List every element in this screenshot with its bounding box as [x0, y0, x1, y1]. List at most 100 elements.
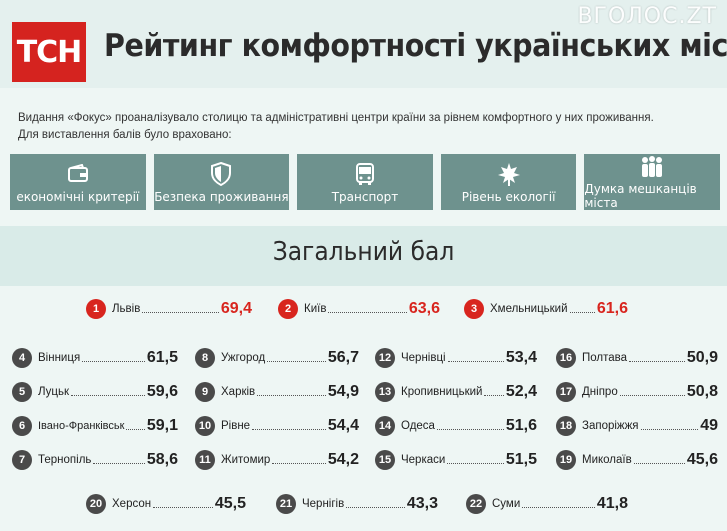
city-name: Черкаси — [401, 454, 446, 466]
city-score: 61,6 — [596, 300, 628, 317]
city-name: Миколаїв — [582, 454, 632, 466]
criterion-ecology: Рівень екології — [440, 154, 577, 210]
city-name: Запоріжжя — [582, 420, 639, 432]
city-name: Чернігів — [302, 498, 345, 510]
ranking-entry: 3 Хмельницький 61,6 — [464, 297, 628, 321]
city-score: 50,8 — [686, 383, 718, 400]
city-score: 59,1 — [146, 417, 178, 434]
rank-badge: 11 — [195, 450, 215, 470]
city-name: Суми — [492, 498, 521, 510]
city-name: Дніпро — [582, 386, 618, 398]
criterion-safety: Безпека проживання — [153, 154, 290, 210]
section-title: Загальний бал — [272, 237, 455, 267]
city-name: Луцьк — [38, 386, 70, 398]
ranking-entry: 9 Харків 54,9 — [195, 380, 359, 404]
rank-badge: 13 — [375, 382, 395, 402]
city-name: Івано-Франківськ — [38, 420, 125, 432]
city-score: 63,6 — [408, 300, 440, 317]
city-score: 52,4 — [505, 383, 537, 400]
ranking-entry: 7 Тернопіль 58,6 — [12, 448, 178, 472]
ranking-entry: 6 Івано-Франківськ 59,1 — [12, 414, 178, 438]
leaf-icon — [496, 161, 522, 187]
criterion-label: Рівень екології — [461, 189, 556, 204]
criterion-label: економічні критерії — [16, 189, 140, 204]
city-score: 59,6 — [146, 383, 178, 400]
city-name: Херсон — [112, 498, 152, 510]
city-name: Вінниця — [38, 352, 81, 364]
wallet-icon — [65, 161, 91, 187]
ranking-entry: 14 Одеса 51,6 — [375, 414, 537, 438]
intro-line-1: Видання «Фокус» проаналізувало столицю т… — [18, 112, 654, 124]
rank-badge: 1 — [86, 299, 106, 319]
city-name: Хмельницький — [490, 303, 568, 315]
city-name: Житомир — [221, 454, 271, 466]
criterion-transport: Транспорт — [297, 154, 433, 210]
tsn-logo: ТСН — [12, 22, 86, 82]
city-score: 51,5 — [505, 451, 537, 468]
ranking-entry: 2 Київ 63,6 — [278, 297, 440, 321]
city-name: Львів — [112, 303, 141, 315]
rank-badge: 19 — [556, 450, 576, 470]
shield-icon — [208, 161, 234, 187]
city-score: 51,6 — [505, 417, 537, 434]
city-score: 49 — [700, 417, 718, 434]
rank-badge: 8 — [195, 348, 215, 368]
criterion-label: Думка мешканців міста — [584, 182, 697, 210]
criterion-opinion: Думка мешканців міста — [584, 154, 720, 210]
city-score: 45,6 — [686, 451, 718, 468]
people-icon — [639, 154, 665, 179]
rank-badge: 15 — [375, 450, 395, 470]
rank-badge: 9 — [195, 382, 215, 402]
city-name: Чернівці — [401, 352, 446, 364]
ranking-entry: 10 Рівне 54,4 — [195, 414, 359, 438]
city-name: Ужгород — [221, 352, 266, 364]
rank-badge: 6 — [12, 416, 32, 436]
city-score: 58,6 — [146, 451, 178, 468]
rank-badge: 20 — [86, 494, 106, 514]
rank-badge: 22 — [466, 494, 486, 514]
city-name: Київ — [304, 303, 327, 315]
rank-badge: 5 — [12, 382, 32, 402]
ranking-entry: 22 Суми 41,8 — [466, 492, 628, 516]
rank-badge: 12 — [375, 348, 395, 368]
rank-badge: 7 — [12, 450, 32, 470]
ranking-entry: 1 Львів 69,4 — [86, 297, 252, 321]
header: ТСН Рейтинг комфортності українських міс… — [0, 0, 727, 88]
city-name: Полтава — [582, 352, 628, 364]
ranking-entry: 20 Херсон 45,5 — [86, 492, 246, 516]
criterion-label: Безпека проживання — [154, 189, 289, 204]
ranking-entry: 21 Чернігів 43,3 — [276, 492, 438, 516]
city-score: 53,4 — [505, 349, 537, 366]
intro-line-2: Для виставлення балів було враховано: — [18, 129, 232, 141]
city-score: 45,5 — [214, 495, 246, 512]
rank-badge: 18 — [556, 416, 576, 436]
intro-text: Видання «Фокус» проаналізувало столицю т… — [18, 110, 718, 144]
city-name: Харків — [221, 386, 256, 398]
ranking-entry: 16 Полтава 50,9 — [556, 346, 718, 370]
rank-badge: 21 — [276, 494, 296, 514]
ranking-entry: 12 Чернівці 53,4 — [375, 346, 537, 370]
ranking-entry: 18 Запоріжжя 49 — [556, 414, 718, 438]
city-name: Тернопіль — [38, 454, 92, 466]
section-band — [0, 226, 727, 286]
rank-badge: 16 — [556, 348, 576, 368]
ranking-entry: 15 Черкаси 51,5 — [375, 448, 537, 472]
rank-badge: 10 — [195, 416, 215, 436]
ranking-entry: 17 Дніпро 50,8 — [556, 380, 718, 404]
ranking-entry: 13 Кропивницький 52,4 — [375, 380, 537, 404]
ranking-entry: 5 Луцьк 59,6 — [12, 380, 178, 404]
rank-badge: 17 — [556, 382, 576, 402]
rank-badge: 4 — [12, 348, 32, 368]
criterion-economic: економічні критерії — [10, 154, 146, 210]
bus-icon — [352, 161, 378, 187]
city-score: 54,2 — [327, 451, 359, 468]
city-score: 61,5 — [146, 349, 178, 366]
city-score: 69,4 — [220, 300, 252, 317]
rank-badge: 14 — [375, 416, 395, 436]
ranking-entry: 4 Вінниця 61,5 — [12, 346, 178, 370]
criterion-label: Транспорт — [331, 189, 399, 204]
city-name: Кропивницький — [401, 386, 483, 398]
watermark: ВГОЛОС.ZT — [577, 4, 717, 29]
city-score: 50,9 — [686, 349, 718, 366]
rank-badge: 3 — [464, 299, 484, 319]
